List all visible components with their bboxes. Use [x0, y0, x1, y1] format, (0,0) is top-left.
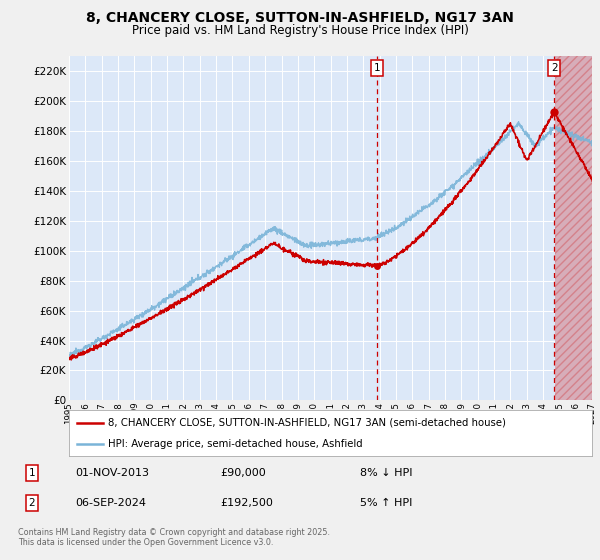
Text: £90,000: £90,000 [220, 468, 266, 478]
Bar [556, 56, 592, 400]
Text: 5% ↑ HPI: 5% ↑ HPI [360, 498, 412, 508]
Text: HPI: Average price, semi-detached house, Ashfield: HPI: Average price, semi-detached house,… [108, 439, 363, 449]
Text: 06-SEP-2024: 06-SEP-2024 [75, 498, 146, 508]
Text: 8, CHANCERY CLOSE, SUTTON-IN-ASHFIELD, NG17 3AN: 8, CHANCERY CLOSE, SUTTON-IN-ASHFIELD, N… [86, 11, 514, 25]
Bar [556, 56, 592, 400]
Text: 01-NOV-2013: 01-NOV-2013 [75, 468, 149, 478]
Text: £192,500: £192,500 [220, 498, 273, 508]
Text: 2: 2 [29, 498, 35, 508]
Text: 2: 2 [551, 63, 557, 73]
Text: 1: 1 [374, 63, 380, 73]
Text: 8, CHANCERY CLOSE, SUTTON-IN-ASHFIELD, NG17 3AN (semi-detached house): 8, CHANCERY CLOSE, SUTTON-IN-ASHFIELD, N… [108, 418, 506, 428]
Text: Contains HM Land Registry data © Crown copyright and database right 2025.
This d: Contains HM Land Registry data © Crown c… [18, 528, 330, 547]
Text: 1: 1 [29, 468, 35, 478]
Text: Price paid vs. HM Land Registry's House Price Index (HPI): Price paid vs. HM Land Registry's House … [131, 24, 469, 36]
Text: 8% ↓ HPI: 8% ↓ HPI [360, 468, 413, 478]
